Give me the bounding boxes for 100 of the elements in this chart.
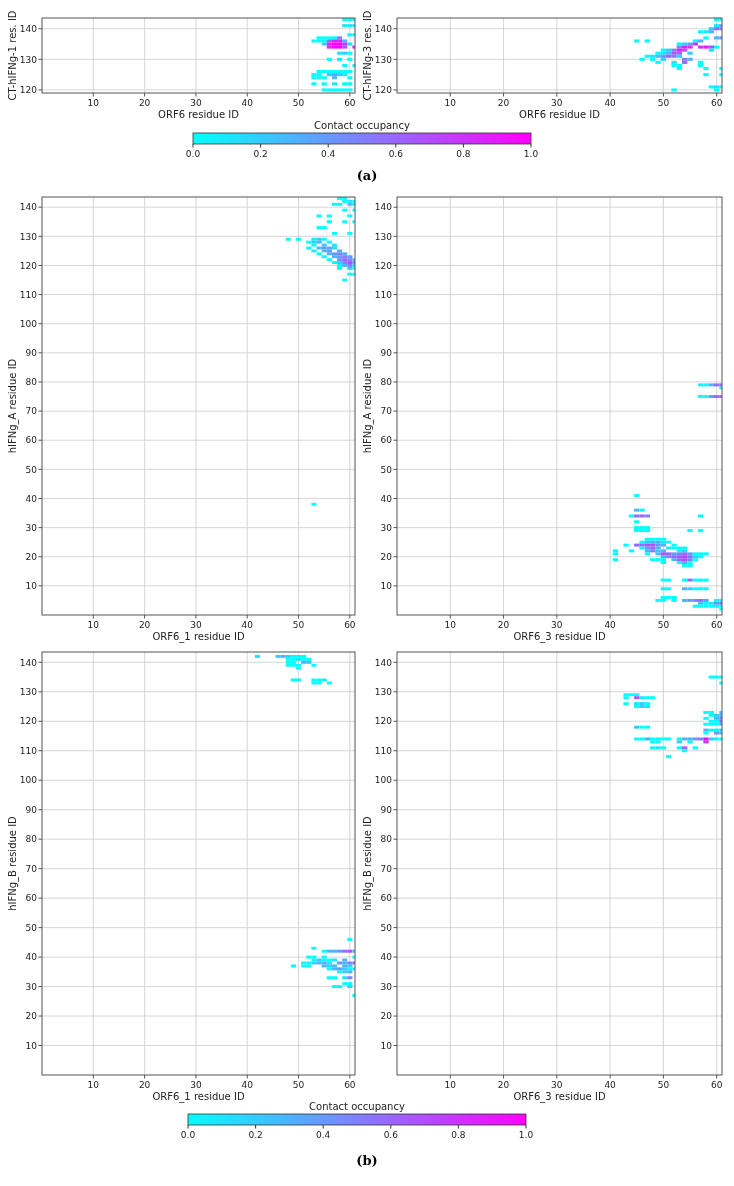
y-tick-label: 130 <box>374 54 393 65</box>
y-tick-label: 40 <box>25 952 38 963</box>
y-tick-label: 120 <box>374 85 393 96</box>
x-tick-label: 60 <box>344 98 356 108</box>
y-tick-label: 30 <box>380 981 393 992</box>
y-tick-label: 130 <box>19 231 38 242</box>
x-tick-label: 10 <box>444 98 457 108</box>
x-axis-title: ORF6 residue ID <box>158 109 240 120</box>
color-bar-label: 0.8 <box>456 149 471 159</box>
x-tick-label: 20 <box>497 98 510 108</box>
x-tick-label: 60 <box>710 620 723 630</box>
x-tick-label: 10 <box>87 98 100 108</box>
x-tick-label: 40 <box>604 1080 617 1090</box>
color-bar-label: 0.2 <box>253 149 268 159</box>
y-tick-label: 130 <box>374 231 393 242</box>
y-tick-label: 90 <box>25 804 38 815</box>
text: (a) <box>356 168 378 183</box>
y-tick-label: 70 <box>25 406 38 417</box>
y-axis-title: hIFNg_A residue ID <box>7 358 19 454</box>
y-tick-label: 30 <box>25 522 38 533</box>
y-tick-label: 80 <box>380 834 393 845</box>
x-tick-label: 30 <box>551 1080 563 1090</box>
y-tick-label: 120 <box>374 260 393 271</box>
x-axis-title: ORF6 residue ID <box>519 109 601 120</box>
x-tick-label: 20 <box>138 1080 151 1090</box>
x-tick-label: 30 <box>551 98 563 108</box>
y-tick-label: 120 <box>19 716 38 727</box>
x-tick-label: 50 <box>657 98 670 108</box>
y-tick-label: 130 <box>374 686 393 697</box>
y-tick-label: 40 <box>25 493 38 504</box>
x-tick-label: 30 <box>551 620 563 630</box>
x-axis-title: ORF6_1 residue ID <box>152 1091 245 1103</box>
y-tick-label: 60 <box>380 435 393 446</box>
x-tick-label: 40 <box>241 98 254 108</box>
x-tick-label: 60 <box>344 1080 356 1090</box>
color-bar-title: Contact occupancy <box>309 1101 405 1112</box>
y-tick-label: 30 <box>380 522 393 533</box>
y-tick-label: 140 <box>19 657 38 668</box>
x-tick-label: 60 <box>710 98 723 108</box>
x-tick-label: 10 <box>444 620 457 630</box>
color-bar-label: 0.0 <box>185 149 201 159</box>
color-bar-label: 0.6 <box>388 149 404 159</box>
y-tick-label: 50 <box>25 922 38 933</box>
x-axis-title: ORF6_3 residue ID <box>513 631 606 643</box>
x-tick-label: 50 <box>292 620 305 630</box>
y-tick-label: 10 <box>380 581 393 592</box>
x-tick-label: 50 <box>657 620 670 630</box>
y-tick-label: 80 <box>380 377 393 388</box>
y-tick-label: 140 <box>374 23 393 34</box>
y-tick-label: 80 <box>25 377 38 388</box>
y-tick-label: 70 <box>380 863 393 874</box>
x-tick-label: 50 <box>292 98 305 108</box>
x-tick-label: 30 <box>190 620 202 630</box>
color-bar-label: 0.4 <box>316 1130 331 1140</box>
y-tick-label: 120 <box>19 260 38 271</box>
y-tick-label: 40 <box>380 952 393 963</box>
x-tick-label: 30 <box>190 98 202 108</box>
x-tick-label: 10 <box>444 1080 457 1090</box>
y-axis-title: hIFNg_B residue ID <box>362 815 374 911</box>
color-bar-label: 0.0 <box>180 1130 196 1140</box>
x-tick-label: 60 <box>344 620 356 630</box>
y-axis-title: CT-hIFNg-3 res. ID <box>362 10 373 101</box>
y-tick-label: 90 <box>380 804 393 815</box>
y-tick-label: 70 <box>25 863 38 874</box>
y-tick-label: 120 <box>19 85 38 96</box>
y-tick-label: 20 <box>380 551 393 562</box>
text: (b) <box>356 1153 378 1168</box>
color-bar-label: 0.6 <box>383 1130 399 1140</box>
x-tick-label: 60 <box>710 1080 723 1090</box>
y-tick-label: 110 <box>19 745 38 756</box>
y-tick-label: 10 <box>25 581 38 592</box>
x-tick-label: 20 <box>138 620 151 630</box>
y-tick-label: 90 <box>25 348 38 359</box>
y-tick-label: 30 <box>25 981 38 992</box>
y-tick-label: 90 <box>380 348 393 359</box>
y-tick-label: 50 <box>25 464 38 475</box>
y-tick-label: 140 <box>374 657 393 668</box>
x-tick-label: 50 <box>657 1080 670 1090</box>
y-tick-label: 10 <box>25 1040 38 1051</box>
y-tick-label: 140 <box>374 202 393 213</box>
x-tick-label: 40 <box>604 620 617 630</box>
y-tick-label: 100 <box>19 775 38 786</box>
y-tick-label: 80 <box>25 834 38 845</box>
y-tick-label: 120 <box>374 716 393 727</box>
x-tick-label: 10 <box>87 1080 100 1090</box>
y-tick-label: 70 <box>380 406 393 417</box>
x-tick-label: 20 <box>497 620 510 630</box>
y-axis-title: hIFNg_B residue ID <box>7 815 19 911</box>
color-bar-title: Contact occupancy <box>314 120 410 131</box>
y-tick-label: 20 <box>380 1011 393 1022</box>
y-tick-label: 100 <box>19 318 38 329</box>
y-tick-label: 50 <box>380 464 393 475</box>
y-tick-label: 140 <box>19 202 38 213</box>
y-axis-title: CT-hIFNg-1 res. ID <box>7 10 18 101</box>
x-tick-label: 20 <box>497 1080 510 1090</box>
y-tick-label: 60 <box>380 893 393 904</box>
y-tick-label: 20 <box>25 1011 38 1022</box>
y-tick-label: 130 <box>19 54 38 65</box>
x-tick-label: 40 <box>241 1080 254 1090</box>
y-tick-label: 60 <box>25 893 38 904</box>
